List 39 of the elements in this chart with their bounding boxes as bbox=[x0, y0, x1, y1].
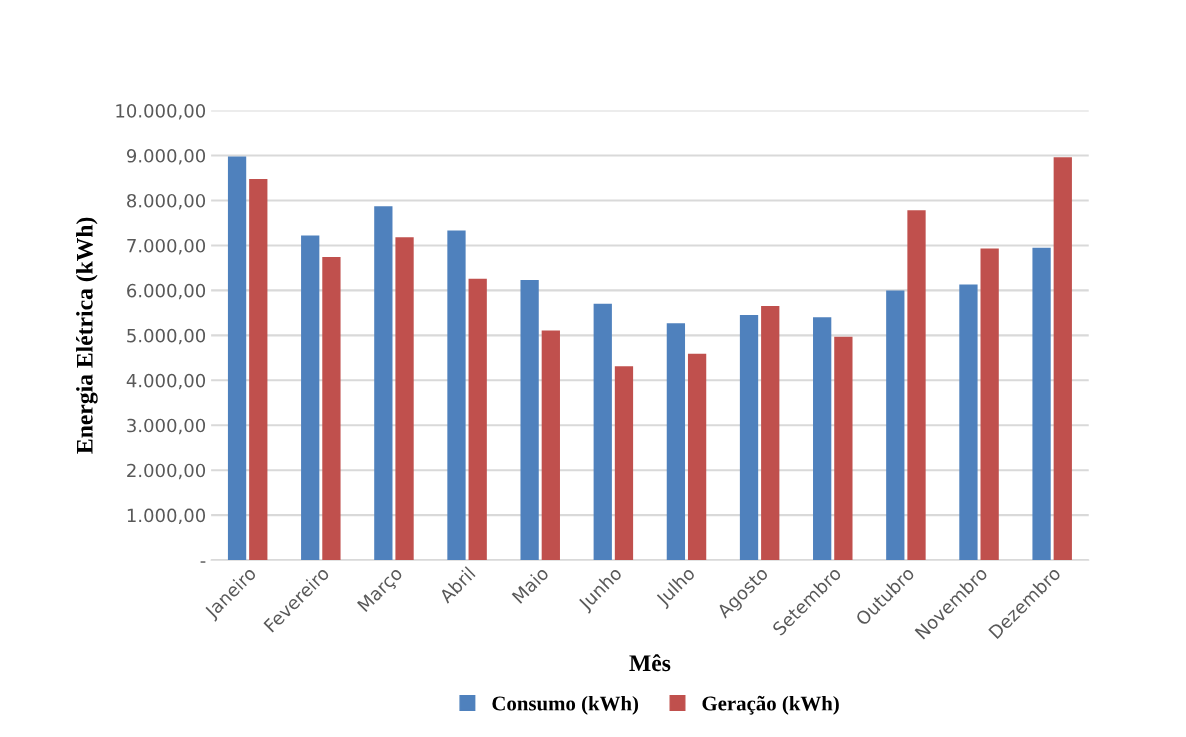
bar bbox=[322, 257, 341, 561]
y-tick-label: 2.000,00 bbox=[127, 463, 206, 480]
bar bbox=[395, 237, 414, 561]
bar bbox=[593, 303, 612, 561]
bar bbox=[739, 315, 759, 561]
bar bbox=[447, 230, 466, 561]
bar bbox=[834, 336, 853, 561]
y-tick-label: - bbox=[200, 561, 206, 563]
legend-label: Geração (kWh) bbox=[702, 695, 839, 715]
y-tick-label: 10.000,00 bbox=[116, 104, 206, 120]
bar bbox=[886, 290, 905, 561]
y-tick-label: 8.000,00 bbox=[127, 193, 206, 210]
bar bbox=[907, 210, 926, 561]
bar bbox=[374, 206, 393, 561]
bar bbox=[813, 317, 832, 561]
y-axis-title: Energia Elétrica (kWh) bbox=[76, 217, 98, 454]
y-tick-label: 7.000,00 bbox=[127, 238, 206, 255]
legend-label: Consumo (kWh) bbox=[492, 695, 639, 715]
y-tick-label: 4.000,00 bbox=[126, 373, 206, 390]
bar bbox=[1032, 247, 1051, 561]
y-tick-label: 5.000,00 bbox=[127, 328, 206, 345]
bar bbox=[1053, 157, 1072, 561]
y-tick-label: 6.000,00 bbox=[127, 283, 206, 300]
y-tick-label: 1.000,00 bbox=[127, 508, 206, 525]
bar bbox=[761, 306, 780, 561]
x-axis-title: Mês bbox=[629, 654, 671, 672]
bar bbox=[541, 330, 560, 561]
bar bbox=[468, 278, 487, 561]
bar bbox=[980, 248, 999, 561]
bar bbox=[959, 284, 978, 561]
bar bbox=[301, 235, 320, 561]
bar bbox=[520, 280, 539, 561]
y-tick-label: 3.000,00 bbox=[127, 418, 206, 435]
bar bbox=[666, 323, 686, 561]
bar bbox=[249, 178, 268, 561]
bar bbox=[614, 366, 634, 561]
bar bbox=[687, 353, 707, 561]
bar bbox=[227, 156, 247, 561]
y-tick-label: 9.000,00 bbox=[126, 148, 206, 165]
